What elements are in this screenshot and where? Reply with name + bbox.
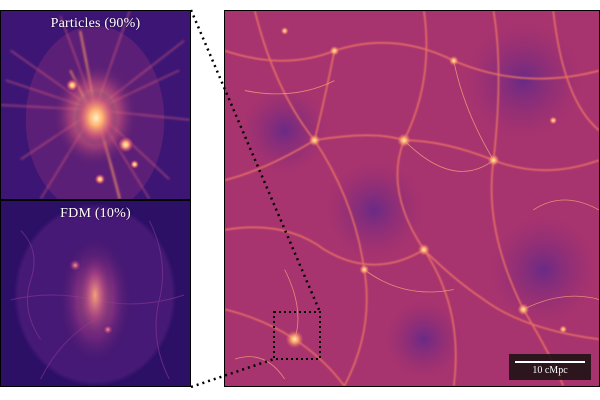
particles-label: Particles (90%): [50, 16, 141, 31]
particles-density-image: [1, 11, 190, 199]
scale-bar: 10 cMpc: [509, 354, 591, 380]
main-simulation-panel: 10 cMpc: [224, 10, 600, 387]
particles-inset-panel: Particles (90%): [0, 10, 191, 200]
scale-bar-line: [515, 361, 585, 363]
fdm-density-image: [1, 201, 190, 386]
cosmic-web-image: [225, 11, 599, 386]
fdm-inset-panel: FDM (10%): [0, 200, 191, 387]
scale-bar-label: 10 cMpc: [532, 365, 568, 376]
fdm-label: FDM (10%): [60, 206, 131, 221]
